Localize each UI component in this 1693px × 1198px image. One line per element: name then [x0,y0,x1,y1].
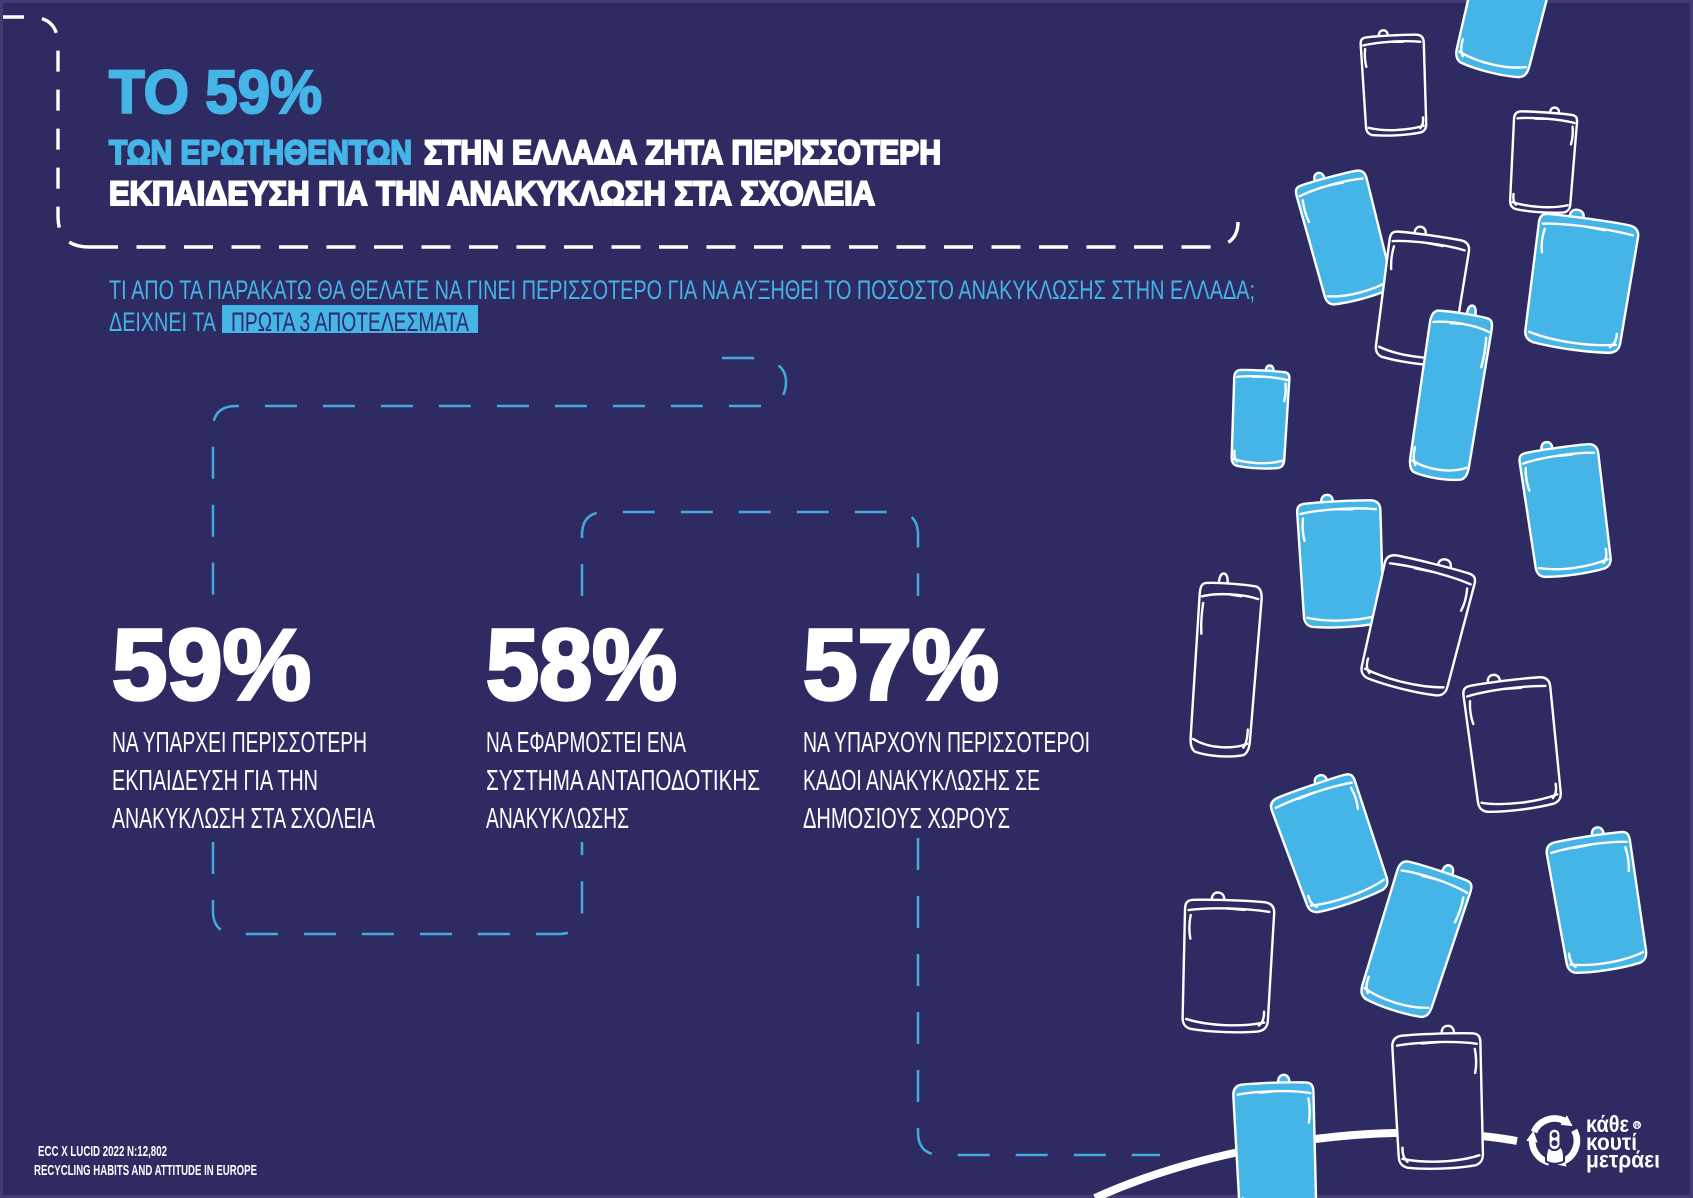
svg-text:κουτί: κουτί [1586,1129,1637,1155]
svg-text:R: R [1635,1123,1640,1130]
svg-text:ΝΑ ΕΦΑΡΜΟΣΤΕΙ ΕΝΑ: ΝΑ ΕΦΑΡΜΟΣΤΕΙ ΕΝΑ [486,727,686,759]
svg-text:ΝΑ ΥΠΑΡΧΟΥΝ ΠΕΡΙΣΣΟΤΕΡΟΙ: ΝΑ ΥΠΑΡΧΟΥΝ ΠΕΡΙΣΣΟΤΕΡΟΙ [803,727,1090,759]
svg-text:μετράει: μετράει [1586,1147,1660,1173]
svg-text:ΑΝΑΚΥΚΛΩΣΗ ΣΤΑ ΣΧΟΛΕΙΑ: ΑΝΑΚΥΚΛΩΣΗ ΣΤΑ ΣΧΟΛΕΙΑ [112,803,375,835]
svg-text:ΣΤΗΝ ΕΛΛΑΔΑ ΖΗΤΑ ΠΕΡΙΣΣΟΤΕΡΗ: ΣΤΗΝ ΕΛΛΑΔΑ ΖΗΤΑ ΠΕΡΙΣΣΟΤΕΡΗ [424,134,941,172]
svg-text:ΠΡΩΤΑ 3 ΑΠΟΤΕΛΕΣΜΑΤΑ: ΠΡΩΤΑ 3 ΑΠΟΤΕΛΕΣΜΑΤΑ [231,307,469,337]
svg-text:ΑΝΑΚΥΚΛΩΣΗΣ: ΑΝΑΚΥΚΛΩΣΗΣ [486,803,629,835]
svg-text:κάθε: κάθε [1586,1111,1629,1137]
svg-text:ΚΑΔΟΙ ΑΝΑΚΥΚΛΩΣΗΣ ΣΕ: ΚΑΔΟΙ ΑΝΑΚΥΚΛΩΣΗΣ ΣΕ [803,765,1040,797]
svg-text:ΕΚΠΑΙΔΕΥΣΗ ΓΙΑ ΤΗΝ: ΕΚΠΑΙΔΕΥΣΗ ΓΙΑ ΤΗΝ [112,765,318,797]
svg-text:ΕΚΠΑΙΔΕΥΣΗ ΓΙΑ ΤΗΝ ΑΝΑΚΥΚΛΩΣΗ: ΕΚΠΑΙΔΕΥΣΗ ΓΙΑ ΤΗΝ ΑΝΑΚΥΚΛΩΣΗ ΣΤΑ ΣΧΟΛΕΙ… [109,175,875,213]
svg-text:59%: 59% [112,609,311,721]
svg-text:57%: 57% [803,609,999,721]
svg-text:ΔΗΜΟΣΙΟΥΣ ΧΩΡΟΥΣ: ΔΗΜΟΣΙΟΥΣ ΧΩΡΟΥΣ [803,803,1010,835]
svg-text:ECC X LUCID 2022 N:12,802: ECC X LUCID 2022 N:12,802 [38,1143,167,1160]
svg-text:ΔΕΙΧΝΕΙ ΤΑ: ΔΕΙΧΝΕΙ ΤΑ [109,307,216,337]
svg-text:ΣΥΣΤΗΜΑ ΑΝΤΑΠΟΔΟΤΙΚΗΣ: ΣΥΣΤΗΜΑ ΑΝΤΑΠΟΔΟΤΙΚΗΣ [486,765,760,797]
svg-text:ΝΑ ΥΠΑΡΧΕΙ ΠΕΡΙΣΣΟΤΕΡΗ: ΝΑ ΥΠΑΡΧΕΙ ΠΕΡΙΣΣΟΤΕΡΗ [112,727,367,759]
svg-text:ΤΩΝ ΕΡΩΤΗΘΕΝΤΩΝ: ΤΩΝ ΕΡΩΤΗΘΕΝΤΩΝ [109,134,412,172]
svg-text:ΤΟ 59%: ΤΟ 59% [109,58,322,126]
svg-text:58%: 58% [486,609,677,721]
svg-text:ΤΙ ΑΠΟ ΤΑ ΠΑΡΑΚΑΤΩ ΘΑ ΘΕΛΑΤΕ Ν: ΤΙ ΑΠΟ ΤΑ ΠΑΡΑΚΑΤΩ ΘΑ ΘΕΛΑΤΕ ΝΑ ΓΙΝΕΙ ΠΕ… [109,275,1255,305]
svg-text:RECYCLING HABITS AND ATTITUDE: RECYCLING HABITS AND ATTITUDE IN EUROPE [34,1162,257,1179]
